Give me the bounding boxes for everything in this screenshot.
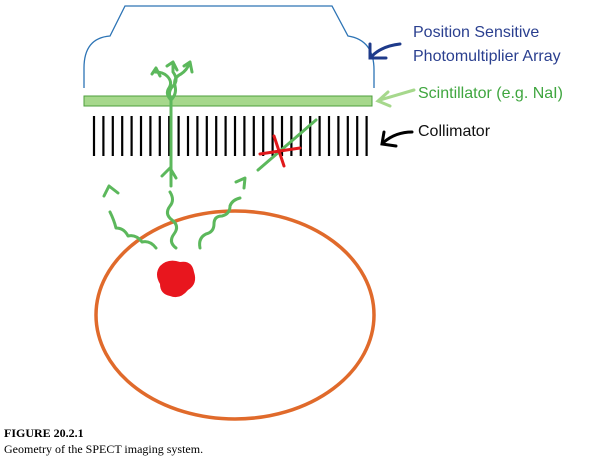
light-path-right bbox=[169, 62, 191, 102]
arrow-left-icon bbox=[368, 42, 402, 60]
arrow-left-icon bbox=[380, 130, 414, 148]
pmt-label-line2: Photomultiplier Array bbox=[413, 48, 561, 65]
gamma-ray-4-arrowhead bbox=[234, 176, 247, 190]
gamma-ray-1-arrowhead bbox=[102, 184, 120, 198]
figure-caption-text: Geometry of the SPECT imaging system. bbox=[4, 442, 204, 456]
pmt-label-line1: Position Sensitive bbox=[413, 24, 539, 41]
light-path-left bbox=[153, 70, 173, 102]
figure-caption: FIGURE 20.2.1 Geometry of the SPECT imag… bbox=[4, 426, 203, 457]
figure-caption-title: FIGURE 20.2.1 bbox=[4, 426, 84, 440]
scintillator-bar bbox=[83, 95, 373, 107]
light-path-center-head bbox=[165, 60, 179, 72]
light-path-right-head bbox=[182, 60, 194, 74]
gamma-ray-4 bbox=[198, 196, 242, 250]
arrow-left-icon bbox=[375, 88, 416, 108]
gamma-rays bbox=[102, 60, 318, 250]
gamma-ray-4-blocked-path bbox=[256, 118, 318, 172]
gamma-ray-2 bbox=[165, 190, 179, 250]
collimator bbox=[92, 116, 368, 156]
light-path-center bbox=[167, 62, 178, 102]
radioactive-source bbox=[157, 260, 196, 298]
gamma-ray-1 bbox=[108, 210, 158, 250]
scintillator-label: Scintillator (e.g. NaI) bbox=[418, 85, 563, 102]
collimator-label: Collimator bbox=[418, 123, 491, 140]
patient-body-outline bbox=[94, 209, 376, 421]
photomultiplier-array bbox=[83, 5, 375, 88]
gamma-ray-2-arrowhead bbox=[160, 166, 178, 180]
light-path-left-head bbox=[150, 66, 162, 78]
blocked-mark bbox=[258, 134, 302, 168]
